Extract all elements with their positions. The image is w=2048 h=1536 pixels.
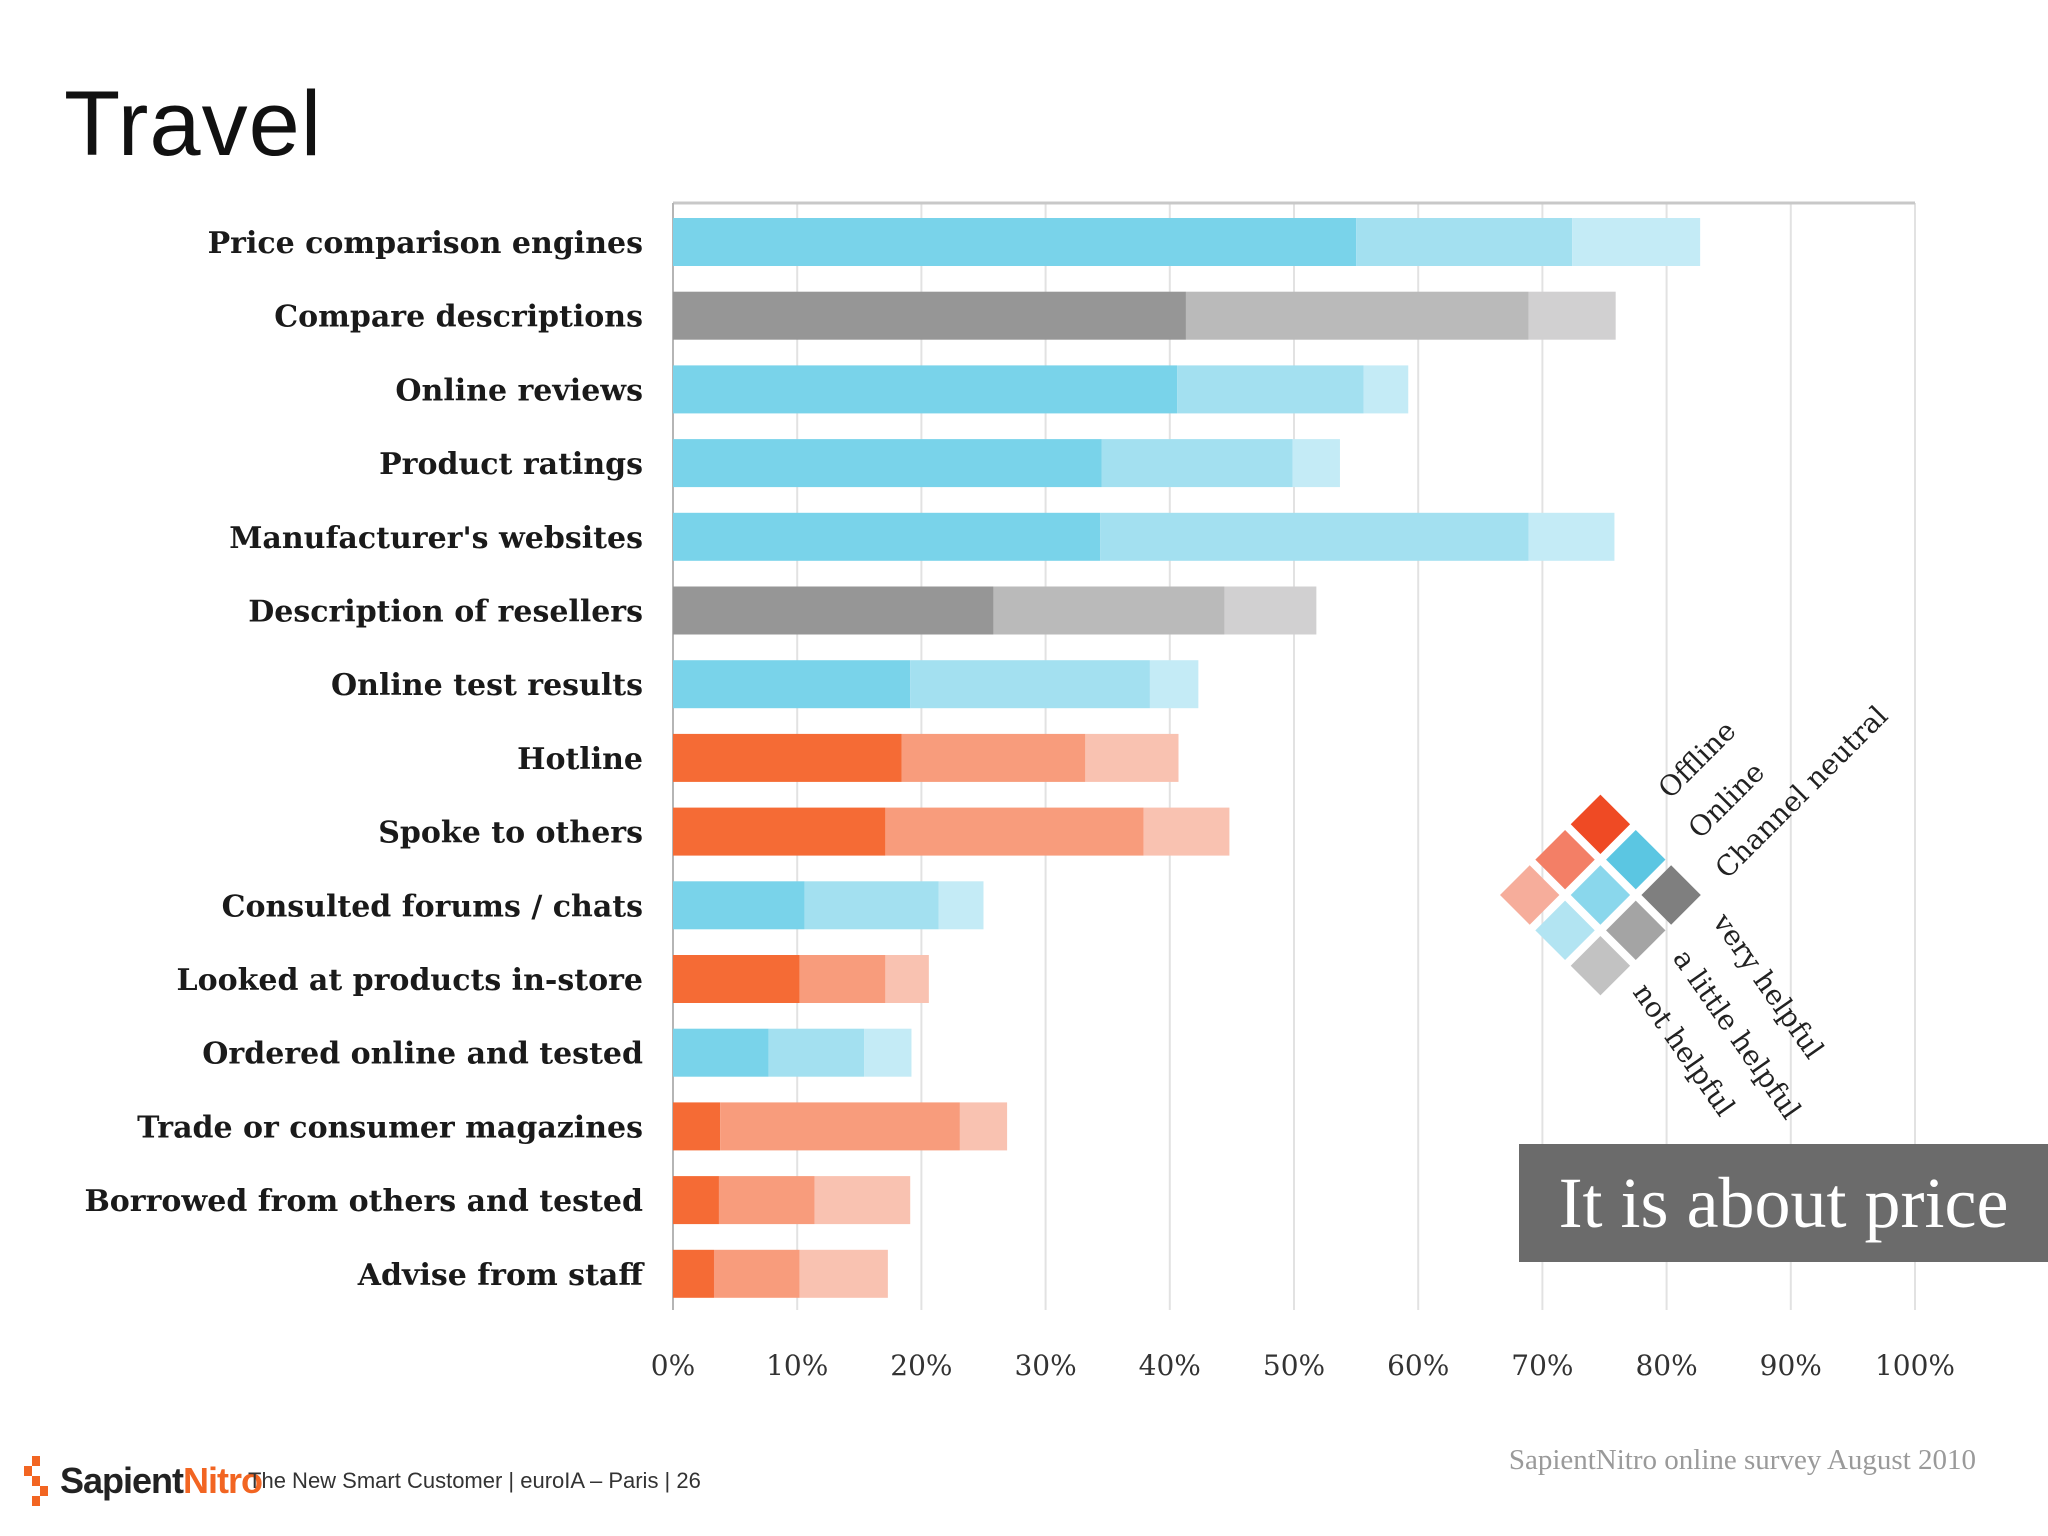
bar-segment — [1185, 291, 1529, 340]
source-note: SapientNitro online survey August 2010 — [1508, 1444, 1976, 1476]
x-tick-label: 100% — [1875, 1349, 1955, 1382]
slide-title: Travel — [64, 73, 323, 175]
category-label: Borrowed from others and tested — [84, 1184, 643, 1219]
bar-segment — [799, 1249, 888, 1298]
bar-segment — [901, 733, 1086, 782]
bar-segment — [1363, 365, 1409, 414]
bar-segment — [938, 881, 984, 930]
category-label: Compare descriptions — [274, 300, 643, 335]
bar-segment — [1528, 291, 1616, 340]
category-label: Looked at products in-store — [177, 963, 644, 998]
bar-segment — [993, 586, 1225, 635]
bar-segment — [1224, 586, 1317, 635]
footer-text: The New Smart Customer | euroIA – Paris … — [248, 1468, 701, 1493]
bar-segment — [1356, 218, 1573, 266]
bar-segment — [885, 955, 929, 1003]
x-tick-label: 60% — [1387, 1349, 1449, 1382]
logo-text-nitro: Nitro — [183, 1460, 263, 1501]
x-tick-label: 50% — [1263, 1349, 1325, 1382]
bar-segment — [720, 1102, 960, 1151]
bar-segment — [885, 807, 1144, 856]
bar-segment — [959, 1102, 1008, 1151]
sapientnitro-logo: Sapient Nitro — [20, 1456, 263, 1506]
category-label: Price comparison engines — [208, 226, 643, 261]
bar-segment — [1101, 439, 1293, 488]
logo-mark-icon — [24, 1456, 48, 1506]
bar-segment — [910, 660, 1150, 709]
x-tick-label: 40% — [1139, 1349, 1201, 1382]
x-axis-tick-labels: 0% 10% 20% 30% 40% 50% 60% 70% 80% 90% 100% — [651, 1349, 1955, 1382]
slide-footer: Sapient Nitro The New Smart Customer | eu… — [20, 1456, 701, 1506]
category-label: Hotline — [517, 742, 643, 777]
bar-segment — [673, 881, 805, 930]
bar-segment — [673, 218, 1357, 266]
category-label: Online test results — [331, 668, 643, 703]
bar-segment — [673, 1102, 721, 1151]
bar-segment — [673, 1176, 719, 1225]
bar-segment — [1085, 733, 1179, 782]
x-tick-label: 90% — [1760, 1349, 1822, 1382]
bar-segment — [673, 512, 1101, 561]
category-label: Online reviews — [395, 373, 643, 408]
category-label: Advise from staff — [357, 1258, 646, 1293]
category-labels: Price comparison engines Compare descript… — [84, 226, 645, 1293]
category-label: Trade or consumer magazines — [137, 1110, 643, 1145]
bar-segment — [673, 439, 1102, 488]
category-label: Description of resellers — [248, 595, 643, 630]
category-label: Manufacturer's websites — [229, 521, 643, 556]
bar-segment — [673, 733, 902, 782]
callout-banner: It is about price — [1519, 1144, 2048, 1262]
bar-segment — [673, 291, 1186, 340]
bar-segment — [814, 1176, 911, 1225]
x-tick-label: 30% — [1014, 1349, 1076, 1382]
x-tick-label: 20% — [890, 1349, 952, 1382]
bar-segment — [768, 1028, 865, 1077]
bar-segment — [864, 1028, 912, 1077]
bar-segment — [673, 807, 886, 856]
bar-segment — [1100, 512, 1529, 561]
bar-segment — [673, 365, 1178, 414]
bar-segment — [1292, 439, 1340, 488]
category-label: Ordered online and tested — [202, 1037, 643, 1072]
bar-segment — [713, 1249, 800, 1298]
bar-segment — [673, 586, 994, 635]
category-label: Spoke to others — [378, 816, 643, 851]
category-label: Product ratings — [379, 447, 643, 482]
bar-segment — [1572, 218, 1701, 266]
bar-segment — [799, 955, 886, 1003]
chart-bars — [673, 218, 1701, 1298]
x-tick-label: 70% — [1511, 1349, 1573, 1382]
bar-segment — [673, 955, 800, 1003]
logo-text-sapient: Sapient — [60, 1460, 184, 1501]
bar-segment — [1149, 660, 1199, 709]
bar-segment — [1528, 512, 1615, 561]
x-tick-label: 80% — [1635, 1349, 1697, 1382]
bar-segment — [673, 1249, 714, 1298]
x-tick-label: 0% — [651, 1349, 695, 1382]
category-label: Consulted forums / chats — [222, 889, 643, 924]
bar-segment — [1177, 365, 1364, 414]
bar-segment — [804, 881, 939, 930]
bar-segment — [1143, 807, 1230, 856]
bar-segment — [673, 1028, 769, 1077]
x-tick-label: 10% — [766, 1349, 828, 1382]
bar-segment — [718, 1176, 815, 1225]
bar-segment — [673, 660, 911, 709]
